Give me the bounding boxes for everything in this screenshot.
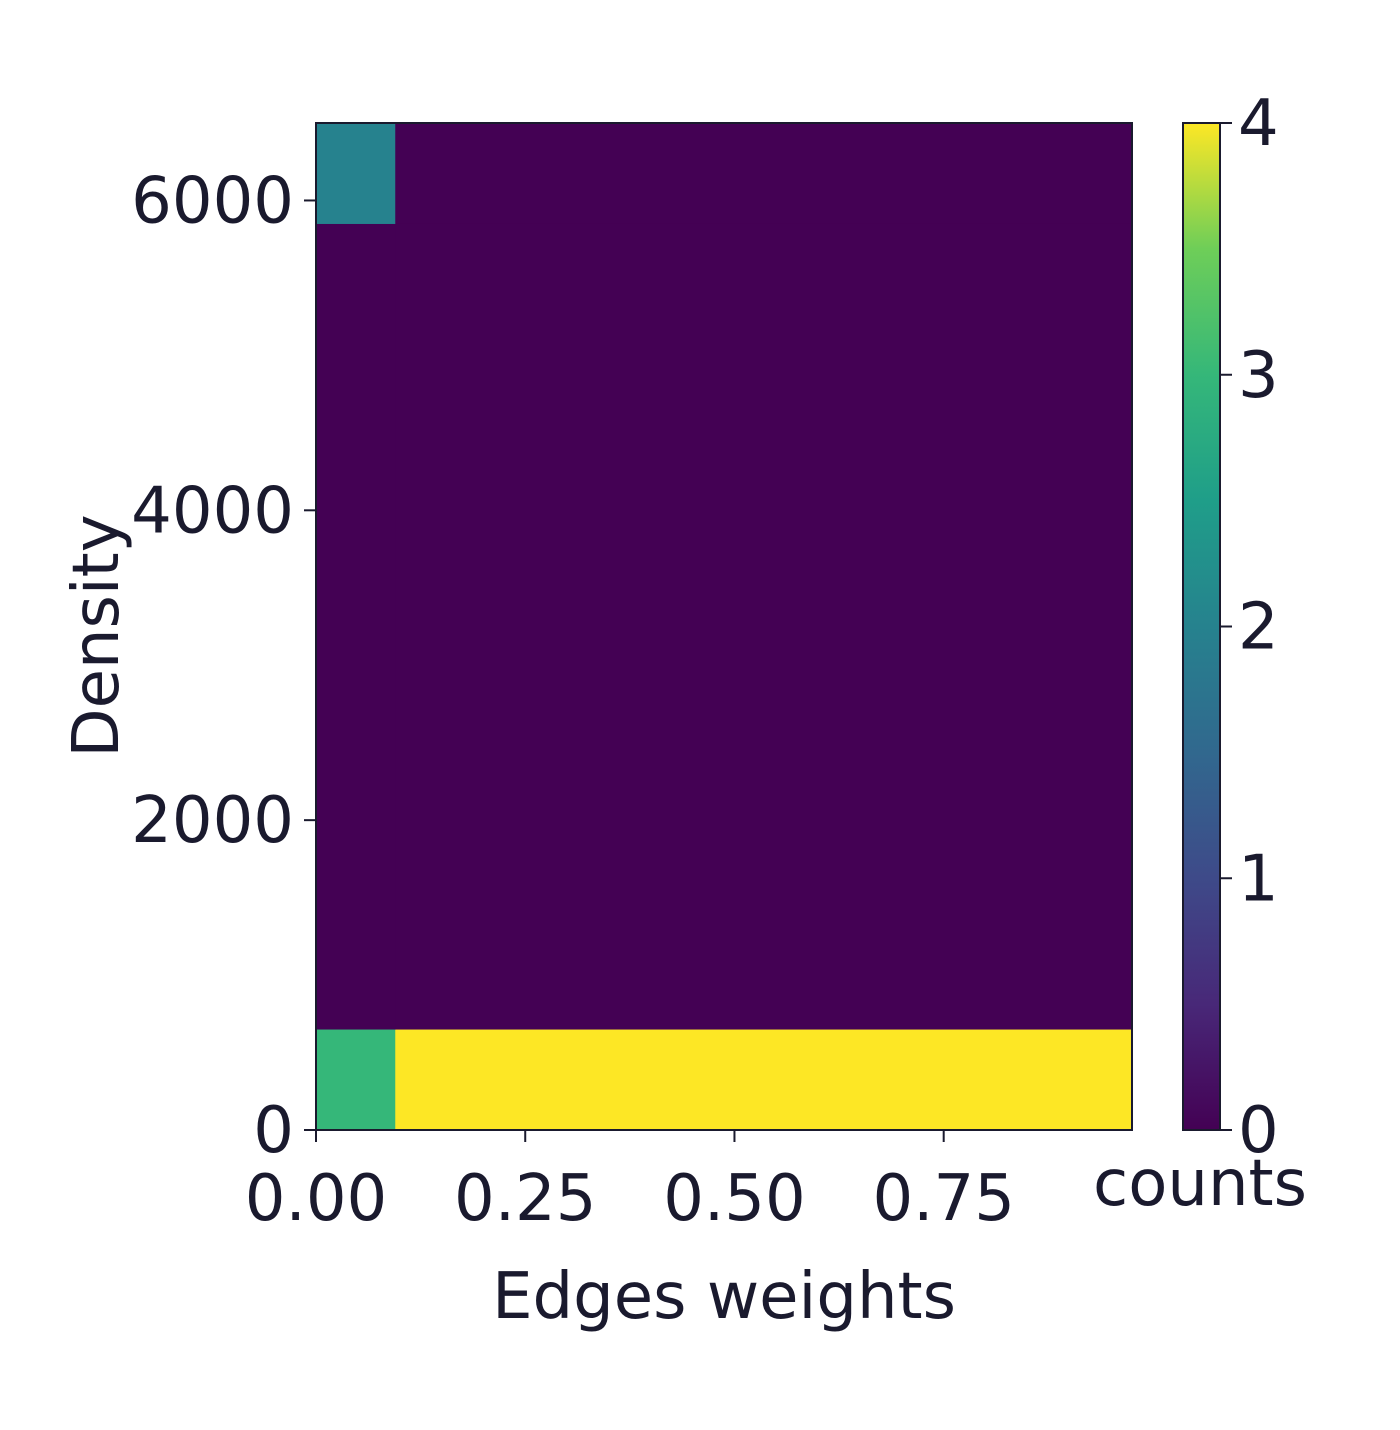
colorbar-tick-label: 2 (1238, 591, 1279, 665)
y-tick-label: 6000 (131, 164, 294, 238)
x-tick-label: 0.75 (872, 1162, 1015, 1236)
y-axis: 0 2000 4000 6000 (131, 164, 316, 1168)
y-tick-label: 2000 (131, 784, 294, 858)
heatmap-cell (395, 122, 1133, 224)
colorbar: 0 1 2 3 4 counts (1093, 87, 1307, 1221)
x-axis-label: Edges weights (492, 1260, 956, 1334)
colorbar-tick-label: 3 (1238, 339, 1279, 413)
x-tick-label: 0.25 (454, 1162, 597, 1236)
x-axis: 0.00 0.25 0.50 0.75 (245, 1130, 1015, 1236)
heatmap-cell (315, 1029, 396, 1131)
plot-area (315, 122, 1133, 1131)
colorbar-tick-label: 4 (1238, 87, 1279, 161)
plot-frame (315, 122, 1133, 1131)
x-tick-label: 0.50 (663, 1162, 806, 1236)
y-tick-label: 0 (253, 1094, 294, 1168)
colorbar-gradient (1182, 122, 1221, 1131)
x-tick-label: 0.00 (245, 1162, 388, 1236)
heatmap-cell (315, 223, 396, 1030)
y-tick-label: 4000 (131, 474, 294, 548)
y-axis-label: Density (60, 514, 134, 757)
colorbar-label: counts (1093, 1147, 1307, 1221)
heatmap-cell (315, 122, 396, 224)
heatmap-cell (395, 223, 1133, 1030)
colorbar-tick-label: 0 (1238, 1094, 1279, 1168)
colorbar-tick-label: 1 (1238, 842, 1279, 916)
heatmap-cell (395, 1029, 1133, 1131)
colorbar-ticks: 0 1 2 3 4 (1220, 87, 1279, 1168)
